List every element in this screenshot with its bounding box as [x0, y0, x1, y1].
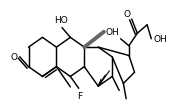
Text: O: O [123, 10, 130, 19]
Text: O: O [11, 53, 18, 62]
Text: F: F [77, 91, 82, 100]
Text: OH: OH [153, 35, 167, 44]
Text: HO: HO [54, 16, 68, 25]
Text: OH: OH [105, 28, 119, 37]
